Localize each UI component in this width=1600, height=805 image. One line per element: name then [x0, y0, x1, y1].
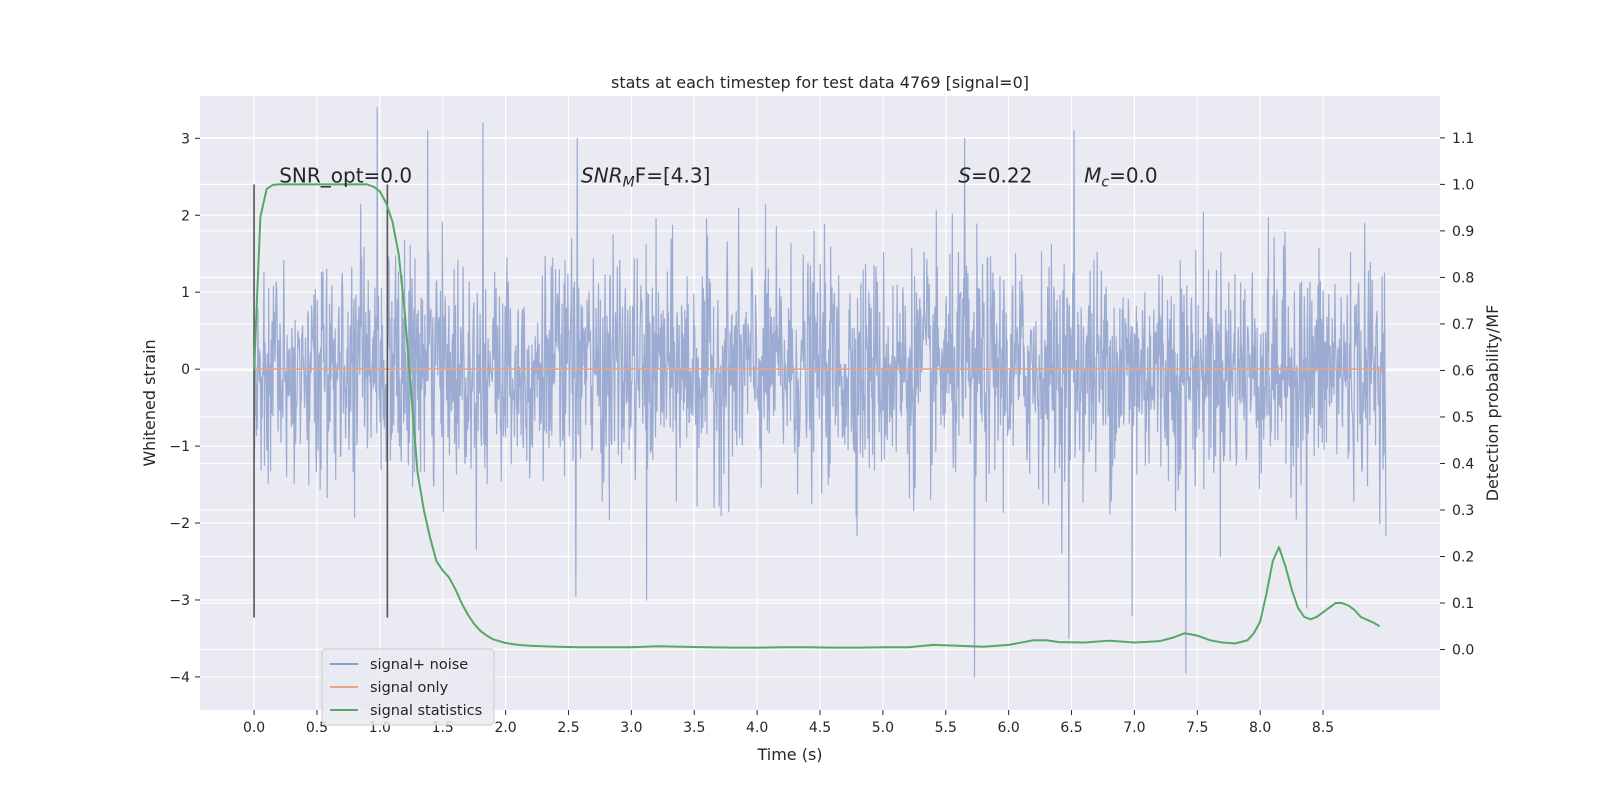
y-left-tick-label: 2: [181, 208, 190, 224]
y-right-tick-label: 1.1: [1452, 131, 1474, 147]
x-tick-label: 7.0: [1123, 720, 1145, 736]
x-axis-label: Time (s): [756, 745, 822, 764]
legend-box: [321, 648, 495, 726]
annotation-text: SNRMF=[4.3]: [581, 163, 710, 190]
axes: 0.0 0.5 1.0 1.5 2.0 2.5 3.0 3.5 4.0 4.5 5.0 5.5 6.0 6…: [169, 131, 1474, 736]
plot-area: [253, 106, 1387, 678]
x-tick-label: 2.0: [494, 720, 516, 736]
y-axis-label-right: Detection probability/MF: [1483, 305, 1502, 502]
x-tick-label: 3.0: [620, 720, 642, 736]
chart-title: stats at each timestep for test data 476…: [611, 73, 1029, 92]
x-tick-label: 4.5: [809, 720, 831, 736]
y-left-tick-label: −4: [169, 670, 190, 686]
x-tick-label: 0.0: [243, 720, 265, 736]
x-tick-label: 7.5: [1186, 720, 1208, 736]
y-left-tick-label: 3: [181, 131, 190, 147]
annotations: SNR_opt=0.0 SNRMF=[4.3] S=0.22 Mc=0.0: [279, 163, 1157, 190]
y-right-tick-label: 0.9: [1452, 224, 1474, 240]
y-right-tick-label: 0.0: [1452, 643, 1474, 659]
x-tick-label: 6.0: [998, 720, 1020, 736]
y-right-tick-label: 0.7: [1452, 317, 1474, 333]
legend: signal+ noise signal only signal statistic…: [321, 648, 495, 726]
x-tick-label: 8.5: [1312, 720, 1334, 736]
y-right-tick-label: 0.8: [1452, 270, 1474, 286]
y-left-tick-label: 0: [181, 362, 190, 378]
annotation-text: SNR_opt=0.0: [279, 163, 412, 187]
y-right-tick-label: 0.2: [1452, 550, 1474, 566]
annotation-text: S=0.22: [958, 163, 1032, 187]
x-tick-label: 5.0: [872, 720, 894, 736]
y-right-tick-label: 0.1: [1452, 596, 1474, 612]
y-right-tick-label: 0.5: [1452, 410, 1474, 426]
series-signal-statistics: [253, 183, 1381, 649]
x-tick-label: 8.0: [1249, 720, 1271, 736]
x-tick-label: 2.5: [557, 720, 579, 736]
x-tick-label: 0.5: [306, 720, 328, 736]
y-right-tick-label: 0.3: [1452, 503, 1474, 519]
legend-label: signal statistics: [370, 703, 482, 719]
y-right-tick-label: 0.4: [1452, 456, 1474, 472]
annotation-text: Mc=0.0: [1084, 163, 1158, 190]
y-axis-label-left: Whitened strain: [140, 339, 159, 466]
legend-label: signal+ noise: [370, 657, 468, 673]
x-tick-label: 5.5: [935, 720, 957, 736]
y-left-tick-label: 1: [181, 285, 190, 301]
y-left-tick-label: −1: [169, 439, 190, 455]
x-tick-label: 4.0: [746, 720, 768, 736]
y-right-tick-label: 0.6: [1452, 363, 1474, 379]
x-tick-label: 6.5: [1060, 720, 1082, 736]
y-left-tick-label: −2: [169, 516, 190, 532]
series-signal-plus-noise: [253, 106, 1387, 678]
x-tick-label: 3.5: [683, 720, 705, 736]
y-left-tick-label: −3: [169, 593, 190, 609]
y-right-tick-label: 1.0: [1452, 177, 1474, 193]
legend-label: signal only: [370, 680, 449, 696]
